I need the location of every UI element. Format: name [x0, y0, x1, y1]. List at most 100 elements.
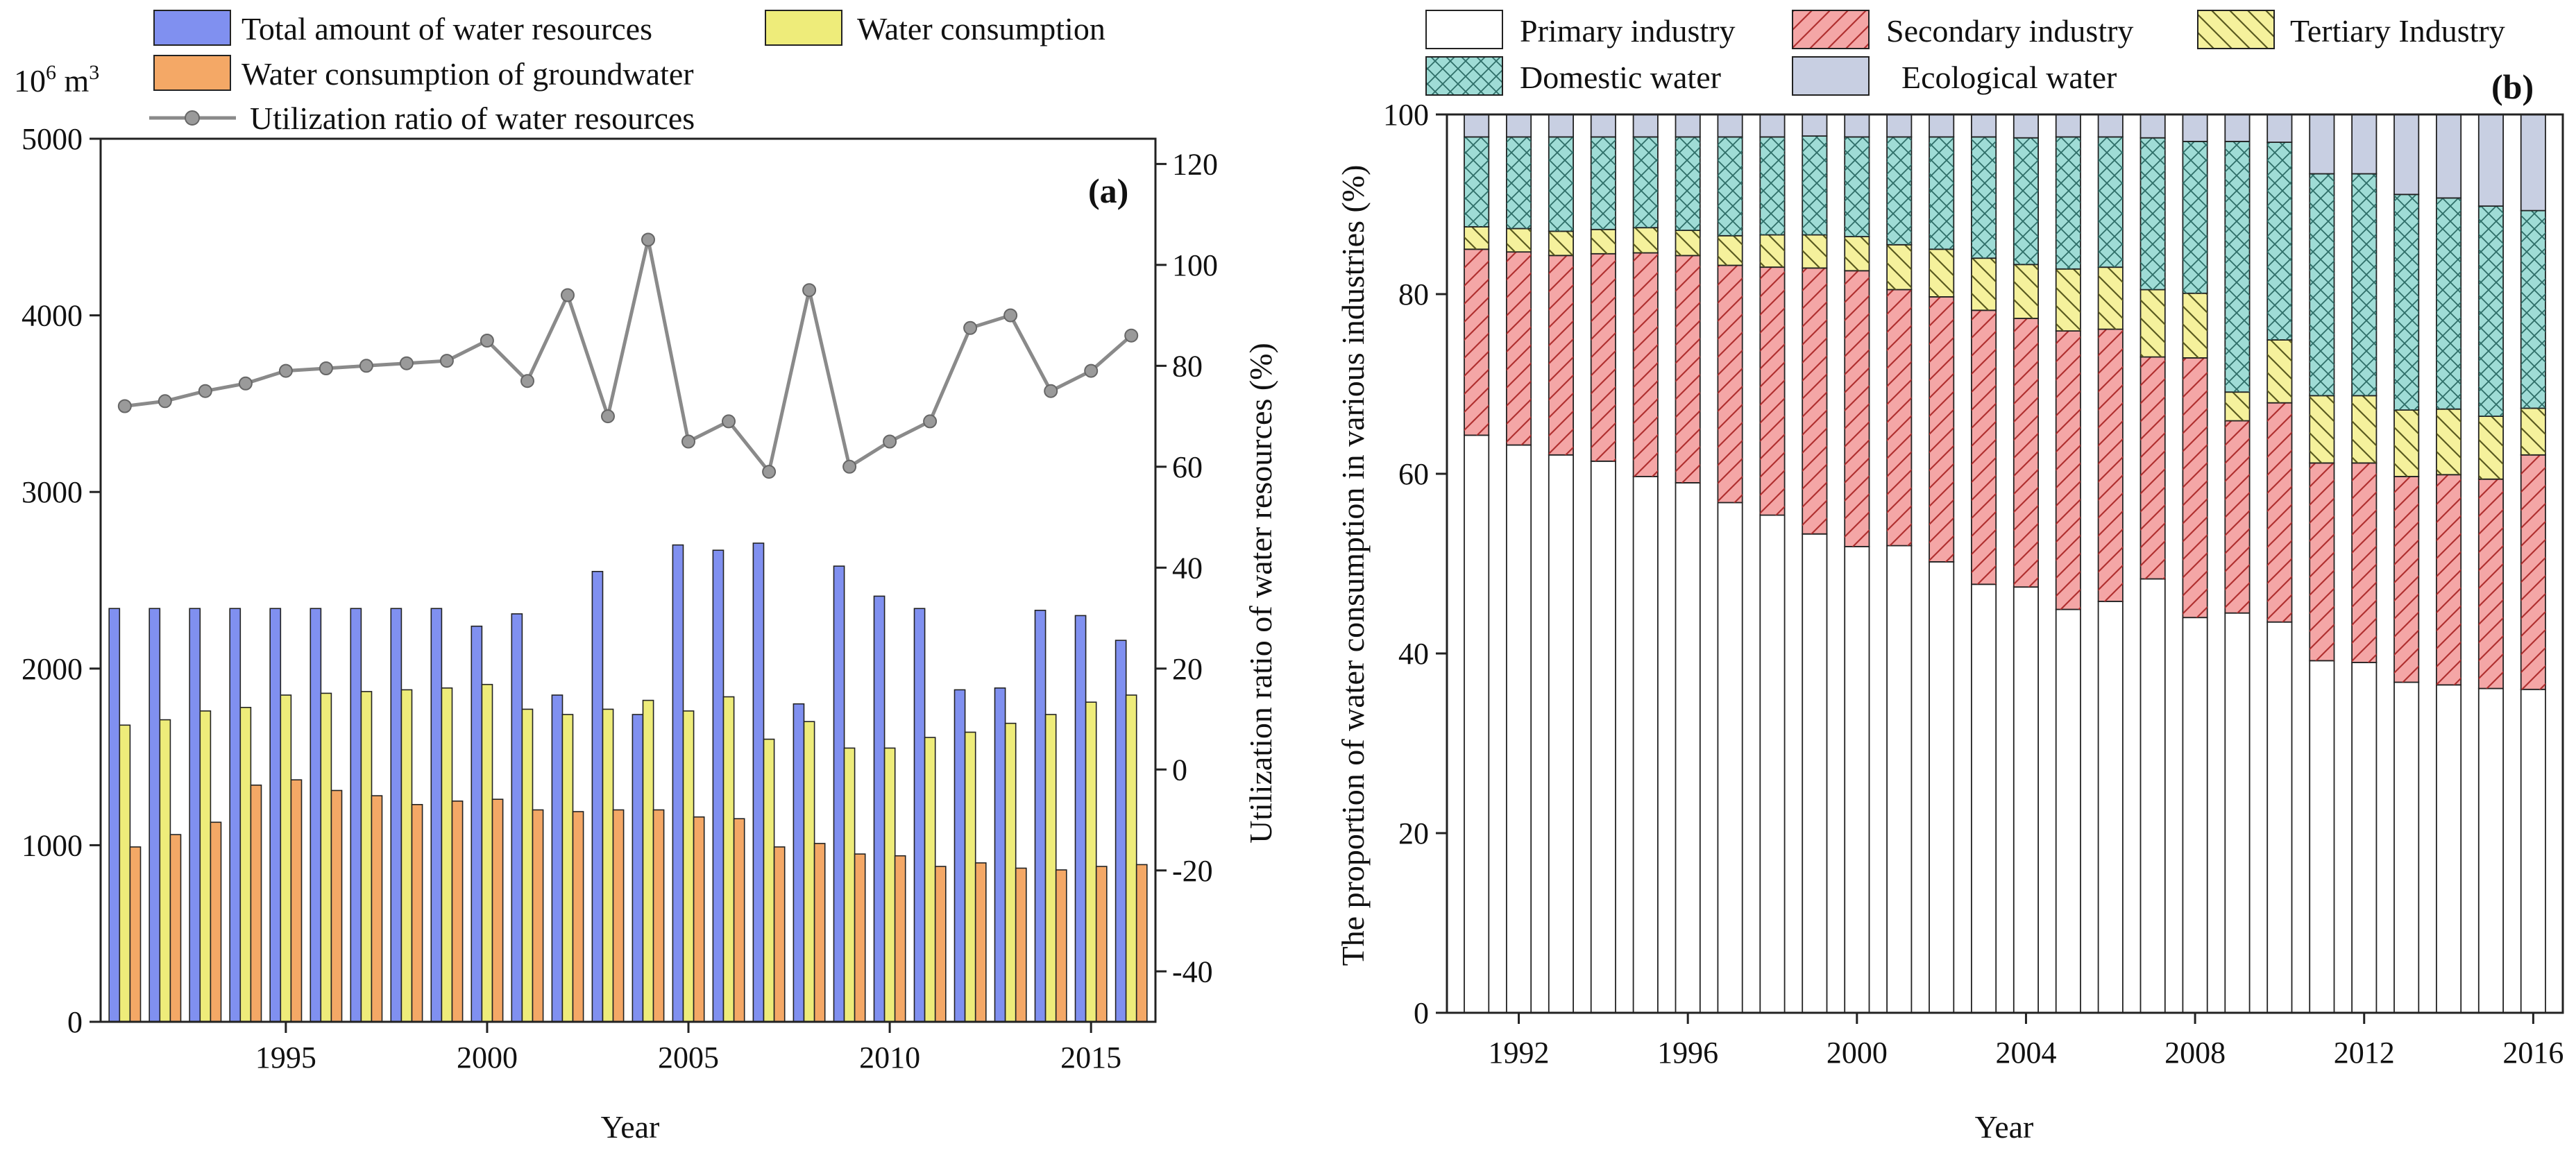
bar-a-total-2000 [471, 625, 483, 1023]
stack-domestic-hatch-1993 [1548, 137, 1574, 232]
bar-a-total-2016 [1115, 640, 1127, 1023]
stack-tertiary-hatch-1998 [1760, 234, 1785, 268]
legend-item-water-consumption: Water consumption [765, 10, 1105, 46]
bar-a-total-2007 [752, 542, 765, 1023]
stack-secondary-hatch-1997 [1718, 265, 1743, 503]
stack-tertiary-hatch-2001 [1887, 244, 1912, 290]
panel-b-label: (b) [2491, 67, 2534, 106]
legend-item-total-water-resources: Total amount of water resources [153, 10, 652, 46]
bar-a-groundwater-2012 [974, 862, 987, 1023]
legend-swatch [1792, 56, 1870, 96]
panel-b-y-axis: 0 20 40 60 80 100 [1383, 98, 1447, 1030]
y-tick-label: 4000 [22, 299, 83, 333]
bar-a-total-2003 [591, 570, 604, 1023]
x-tick-label: 2008 [2164, 1036, 2226, 1070]
stack-ecological-2002 [1929, 114, 1955, 138]
stack-tertiary-hatch-2006 [2098, 267, 2123, 330]
legend-item-secondary-industry: Secondary industry [1792, 10, 2133, 49]
stack-secondary-hatch-2009 [2225, 420, 2250, 613]
utilization-point-2010 [883, 434, 897, 449]
x-tick-label: 2004 [1995, 1036, 2056, 1070]
stack-ecological-2011 [2309, 114, 2335, 175]
bar-a-consumption-2004 [642, 699, 654, 1023]
utilization-point-1992 [158, 394, 172, 409]
bar-a-groundwater-2015 [1095, 866, 1108, 1023]
stack-tertiary-hatch-1997 [1718, 235, 1743, 266]
stack-secondary-hatch-2002 [1929, 296, 1954, 562]
x-tick-label: 2010 [859, 1041, 920, 1075]
stack-primary-1994 [1590, 461, 1616, 1013]
stack-domestic-hatch-1995 [1633, 137, 1658, 228]
bar-a-consumption-2010 [883, 747, 896, 1023]
legend-swatch [765, 10, 842, 46]
x-tick-label: 2000 [1827, 1036, 1888, 1070]
utilization-ratio-line [124, 239, 1133, 476]
stack-secondary-hatch-2013 [2394, 476, 2419, 683]
stack-ecological-2012 [2351, 114, 2378, 175]
stack-tertiary-hatch-2002 [1929, 249, 1954, 297]
bar-a-consumption-2014 [1044, 714, 1057, 1023]
stack-ecological-1999 [1802, 114, 1828, 137]
bar-a-total-1992 [149, 608, 161, 1023]
legend-label: Water consumption of groundwater [242, 56, 694, 92]
bar-a-consumption-1993 [199, 710, 212, 1023]
stack-primary-2006 [2097, 601, 2124, 1013]
stack-secondary-hatch-1991 [1464, 249, 1489, 436]
stack-primary-1999 [1802, 533, 1828, 1013]
bar-a-groundwater-2004 [652, 809, 665, 1023]
y-tick-label: 0 [67, 1005, 83, 1039]
utilization-point-2008 [802, 283, 817, 298]
stack-secondary-hatch-2005 [2056, 331, 2081, 610]
panel-a-x-axis: 1995 2000 2005 2010 2015 [255, 1022, 1121, 1075]
legend-label: Primary industry [1520, 13, 1735, 49]
stack-domestic-hatch-1998 [1760, 137, 1785, 235]
stack-primary-1997 [1717, 502, 1743, 1013]
stack-primary-2016 [2520, 688, 2546, 1013]
legend-label: Total amount of water resources [242, 11, 652, 46]
stack-domestic-hatch-2014 [2436, 198, 2461, 409]
x-tick-label: 1996 [1657, 1036, 1718, 1070]
stack-ecological-2000 [1844, 114, 1870, 138]
stack-primary-2000 [1844, 546, 1870, 1013]
legend-label: Ecological water [1901, 60, 2117, 95]
utilization-point-1995 [278, 363, 293, 378]
stack-ecological-2001 [1886, 114, 1913, 138]
bar-a-total-2009 [833, 565, 845, 1023]
legend-swatch [153, 10, 231, 46]
stack-secondary-hatch-1992 [1506, 252, 1532, 445]
stack-primary-2008 [2182, 617, 2208, 1013]
x-tick-label: 2016 [2502, 1036, 2564, 1070]
stack-secondary-hatch-1996 [1675, 255, 1700, 483]
stack-ecological-1998 [1759, 114, 1786, 138]
stack-domestic-hatch-2006 [2098, 137, 2123, 268]
utilization-point-2004 [641, 232, 655, 247]
stack-ecological-2014 [2435, 114, 2462, 199]
panel-a-left-axis: 0 1000 2000 3000 4000 5000 [22, 122, 101, 1039]
bar-a-consumption-2006 [722, 696, 735, 1023]
y-right-tick-label: 100 [1172, 248, 1218, 282]
panel-b-x-axis-title: Year [1975, 1109, 2034, 1145]
legend-marker [185, 110, 200, 126]
bar-a-groundwater-2006 [733, 818, 745, 1023]
panel-a-x-axis-title: Year [601, 1109, 660, 1145]
stack-ecological-2016 [2520, 114, 2546, 212]
stack-secondary-hatch-2001 [1887, 289, 1912, 546]
stack-tertiary-hatch-1995 [1633, 228, 1658, 253]
stack-ecological-1995 [1632, 114, 1659, 138]
bar-a-total-1994 [229, 608, 242, 1023]
stack-tertiary-hatch-2011 [2310, 395, 2334, 463]
stack-ecological-2006 [2097, 114, 2124, 138]
stack-secondary-hatch-2008 [2183, 357, 2208, 618]
stack-secondary-hatch-2000 [1845, 271, 1870, 547]
legend-label: Water consumption [857, 11, 1105, 46]
bar-a-total-2002 [551, 694, 564, 1023]
y-tick-label: 60 [1398, 457, 1429, 491]
legend-label: Secondary industry [1886, 13, 2133, 49]
bar-a-total-1998 [390, 608, 402, 1023]
bar-a-groundwater-2010 [894, 855, 906, 1023]
stack-tertiary-hatch-2015 [2478, 416, 2504, 479]
stack-tertiary-hatch-1992 [1506, 228, 1532, 253]
bar-a-groundwater-2001 [532, 809, 544, 1023]
stack-domestic-hatch-2005 [2056, 137, 2081, 269]
